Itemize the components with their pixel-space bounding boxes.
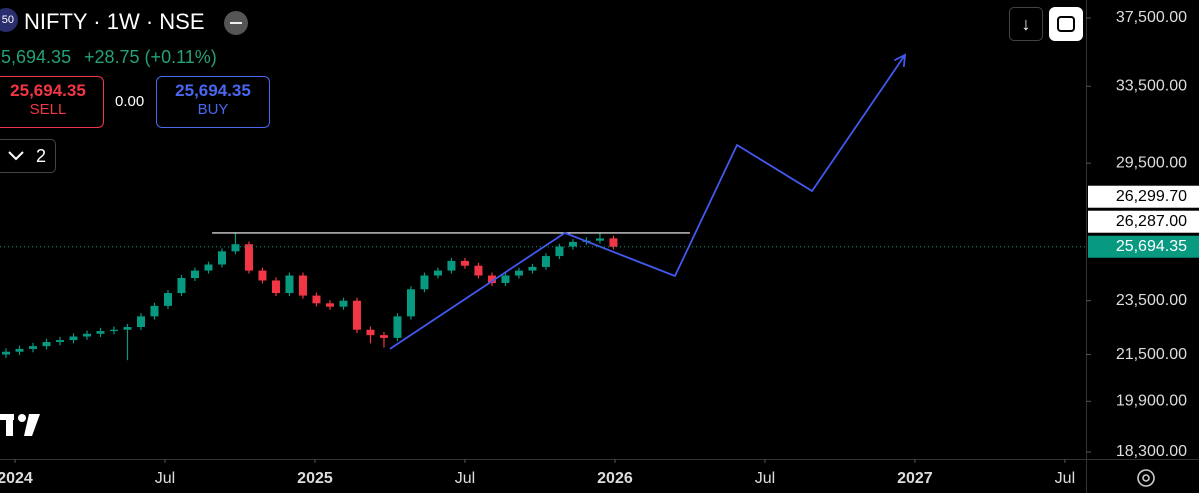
collapse-button[interactable] [224,11,248,35]
price-tag-label: 26,299.70 [1116,188,1187,205]
candle-body [163,293,172,306]
price-tag [1088,235,1199,258]
candle-body [474,265,483,276]
candle-body [379,335,388,338]
candle-body [15,348,24,352]
candle-body [136,316,145,328]
candle-body [217,251,226,265]
symbol-title[interactable]: NIFTY · 1W · NSE [24,9,205,34]
x-tick-label: Jul [455,470,475,487]
buy-price: 25,694.35 [175,81,251,100]
candle-body [109,329,118,332]
candle-body [568,241,577,247]
price-tag [1088,210,1199,233]
candle-body [352,300,361,330]
y-tick-label: 33,500.00 [1116,77,1187,94]
candle-body [528,266,537,271]
last-price: 25,694.35 [0,47,72,67]
candle-body [42,342,51,347]
y-tick-label: 21,500.00 [1116,346,1187,363]
y-tick-label: 19,900.00 [1116,393,1187,410]
candle-body [501,275,510,283]
candle-body [541,256,550,267]
download-button[interactable]: ↓ [1009,7,1043,41]
candle-body [123,327,132,330]
price-tag-label: 25,694.35 [1116,238,1187,255]
candle-body [312,295,321,304]
logo [0,414,40,436]
price-tag [1088,185,1199,208]
fullscreen-button[interactable] [1049,7,1083,41]
candle-body [244,244,253,271]
candle-body [190,270,199,278]
arrow-head [893,53,907,67]
sell-label: SELL [29,101,67,118]
candle-body [595,238,604,241]
x-tick-label: Jul [1055,470,1075,487]
y-tick-label: 18,300.00 [1116,443,1187,460]
candle-body [366,329,375,336]
projection-line [389,54,906,350]
candle-body [204,264,213,271]
candle-body [325,303,334,307]
x-tick-label: 2024 [0,470,33,487]
candle-body [96,331,105,334]
candle-body [150,305,159,317]
x-tick-label: 2025 [297,470,333,487]
indicators-toggle[interactable]: 2 [0,139,56,173]
sell-button[interactable]: 25,694.35 SELL [0,76,104,128]
buy-button[interactable]: 25,694.35 BUY [156,76,270,128]
candle-body [271,280,280,294]
x-tick-label: Jul [155,470,175,487]
candle-body [231,244,240,252]
candle-body [447,260,456,271]
candle-body [1,351,10,355]
candle-body [609,238,618,247]
candle-body [339,300,348,307]
x-tick-label: Jul [755,470,775,487]
x-tick-label: 2027 [897,470,933,487]
candle-body [298,275,307,296]
candle-body [28,346,37,349]
spread: 0.00 [115,93,145,110]
candle-body [514,270,523,276]
candle-body [406,289,415,317]
indicator-count: 2 [36,146,47,166]
candle-body [555,246,564,257]
y-tick-label: 23,500.00 [1116,292,1187,309]
settings-button[interactable] [1137,469,1155,487]
candle-body [460,260,469,266]
candle-body [177,277,186,294]
chevron [8,151,24,161]
symbol-badge: 50 [0,8,18,32]
candle-body [258,270,267,281]
buy-label: BUY [197,101,229,118]
candle-body [285,275,294,294]
candle-body [433,270,442,276]
candle-body [487,275,496,283]
candle-body [69,336,78,341]
price-change: +28.75 (+0.11%) [84,47,217,67]
candle-body [420,275,429,290]
x-tick-label: 2026 [597,470,633,487]
candle-body [55,340,64,343]
y-tick-label: 29,500.00 [1116,154,1187,171]
sell-price: 25,694.35 [10,81,86,100]
candle-body [82,333,91,337]
candle-body [393,316,402,338]
price-tag-label: 26,287.00 [1116,213,1187,230]
y-tick-label: 37,500.00 [1116,9,1187,26]
